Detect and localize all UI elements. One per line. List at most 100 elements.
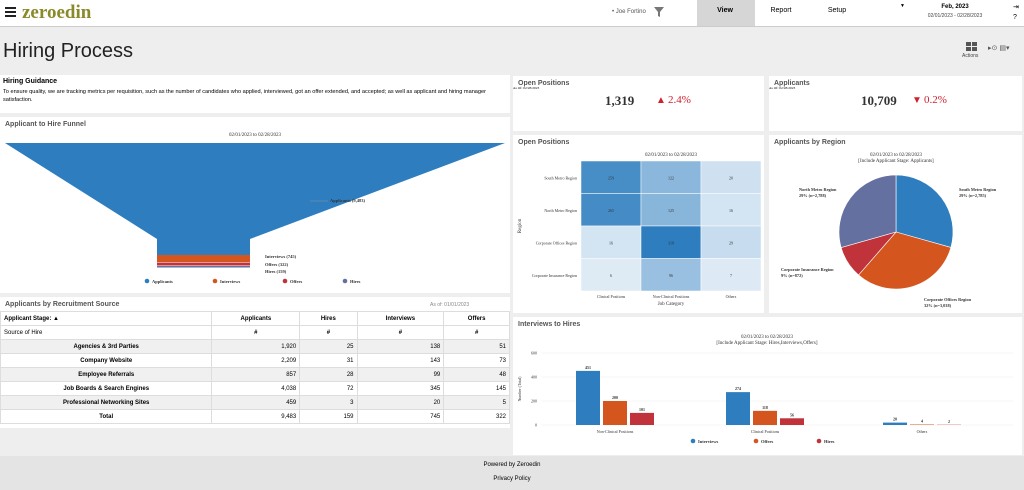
icon[interactable]: ⇥: [1013, 4, 1019, 11]
subtitle: [Include Applicant Stage: Hires,Intervie…: [716, 341, 817, 346]
header-cell[interactable]: Hires: [299, 311, 358, 326]
tab[interactable]: Report: [770, 7, 792, 14]
table-row: Company Website 2,209 31 143 73: [0, 353, 510, 368]
guidance-title: Hiring Guidance: [3, 78, 58, 85]
heat-cell: [580, 160, 642, 194]
subtitle: [Include Applicant Stage: Applicants]: [858, 159, 934, 164]
footer: Powered by Zeroedin Privacy Policy: [0, 456, 1024, 490]
sparkline: As Of: 02/28/2023: [513, 76, 539, 94]
y-tick-label: 200: [531, 399, 537, 404]
kpi-value: 10,709: [861, 93, 897, 108]
tab[interactable]: Setup: [827, 7, 847, 14]
header-cell: Source of Hire: [0, 325, 213, 340]
heat-cell: [640, 225, 702, 259]
cell-label: 122: [668, 175, 674, 180]
sparkline: As Of: 02/28/2023: [769, 76, 795, 94]
privacy-link[interactable]: Privacy Policy: [493, 476, 531, 482]
row-label: North Metro Region: [544, 208, 577, 213]
page-title: Hiring Process: [3, 40, 134, 62]
heat-cell: [580, 225, 642, 259]
row-label: South Metro Region: [544, 175, 577, 180]
cell-label: 318: [668, 240, 674, 245]
cell-label: 16: [609, 240, 613, 245]
legend-label: Applicants: [152, 279, 173, 284]
heat-cell: [700, 258, 762, 292]
table-cell: 145: [443, 381, 510, 396]
panel-title: Open Positions: [518, 139, 570, 146]
slice-label: 29% (n=2,785): [959, 193, 987, 198]
kpi-value: 1,319: [605, 93, 635, 108]
tab[interactable]: View: [717, 7, 733, 14]
cell-label: 96: [669, 273, 673, 278]
user[interactable]: • Joe Fortino: [612, 9, 646, 15]
header-cell[interactable]: Offers: [443, 311, 510, 326]
data-label: Interviews (745): [265, 254, 297, 259]
slice-name: Corporate Offices Region: [924, 297, 972, 302]
legend-label: Offers: [761, 439, 773, 444]
funnel-segment: [157, 266, 250, 268]
header-cell: Applicant Stage: ▲: [0, 311, 213, 326]
table-cell: 25: [299, 339, 358, 354]
legend-label: Offers: [290, 279, 302, 284]
legend-marker: [144, 278, 150, 284]
header-cell[interactable]: Interviews: [356, 311, 445, 326]
legend-marker: [753, 438, 759, 444]
kpi-arrow: ▼: [912, 95, 922, 106]
data-label: Offers (322): [265, 262, 289, 267]
subtitle: 02/01/2023 to 02/28/2023: [645, 153, 697, 158]
panel-title: Applicants: [774, 80, 810, 87]
table-row: Employee Referrals 857 28 99 48: [0, 367, 510, 382]
sort-icon[interactable]: ▲: [51, 315, 59, 322]
menu-icon[interactable]: [5, 7, 16, 9]
slice-label: 9% (n=872): [781, 273, 803, 278]
legend-label: Interviews: [698, 439, 718, 444]
icon[interactable]: ?: [1013, 14, 1017, 21]
table-cell: 2,209: [211, 353, 301, 368]
heatmap-panel: Open Positions 02/01/2023 to 02/28/2023 So…: [513, 135, 764, 313]
cell-label: 265: [608, 208, 614, 213]
column-label: Non-Clinical Positions: [653, 294, 690, 299]
table-cell: 99: [356, 367, 445, 382]
table: Applicant Stage: ▲ Applicants Hires Intervi…: [0, 311, 510, 424]
table-cell: 459: [211, 395, 301, 410]
period[interactable]: Feb, 2023: [941, 4, 969, 10]
pie-panel: Applicants by Region 02/01/2023 to 02/28/…: [769, 135, 1022, 313]
data-label: Hires (159): [265, 269, 287, 274]
legend-marker: [342, 278, 348, 284]
bar: [630, 412, 654, 425]
y-axis-label: Number (Total): [517, 376, 522, 402]
legend-marker: [816, 438, 822, 444]
header-cell[interactable]: Applicants: [211, 311, 301, 326]
icons[interactable]: ▸⊙ ▤▾: [988, 45, 1010, 52]
slice-label: 32% (n=3,038): [924, 303, 952, 308]
pie-slice: [838, 174, 897, 248]
panel-title: Applicants by Region: [774, 139, 846, 146]
actions-icon[interactable]: [966, 42, 978, 52]
subtitle: 02/01/2023 to 02/28/2023: [229, 133, 281, 138]
legend-marker: [282, 278, 288, 284]
bar: [780, 418, 804, 425]
data-label: 451: [585, 365, 591, 370]
table-cell: 9,483: [211, 409, 301, 424]
pie-chart: 02/01/2023 to 02/28/2023[Include Applica…: [781, 153, 997, 308]
kpi-arrow: ▲: [656, 95, 666, 106]
panel-title: Applicants by Recruitment Source: [5, 301, 120, 308]
guidance-text: To ensure quality, we are tracking metri…: [3, 89, 487, 103]
table-cell: 73: [443, 353, 510, 368]
filter-icon[interactable]: [653, 6, 665, 18]
bar: [883, 422, 907, 425]
unit-cell: #: [211, 325, 301, 340]
table-row: Total 9,483 159 745 322: [0, 409, 510, 424]
slice-name: North Metro Region: [799, 187, 837, 192]
table-cell: 3: [299, 395, 358, 410]
funnel-panel: Applicant to Hire Funnel 02/01/2023 to 02…: [0, 117, 510, 293]
slice-label: 29% (n=2,788): [799, 193, 827, 198]
y-tick-label: 0: [535, 423, 537, 428]
funnel-segment: [157, 255, 250, 262]
logo[interactable]: zeroedin: [22, 2, 92, 23]
bar: [576, 370, 600, 425]
table-cell: 5: [443, 395, 510, 410]
cell-label: 29: [729, 240, 733, 245]
as-of: As of: 01/01/2023: [430, 302, 470, 308]
table-cell: 72: [299, 381, 358, 396]
